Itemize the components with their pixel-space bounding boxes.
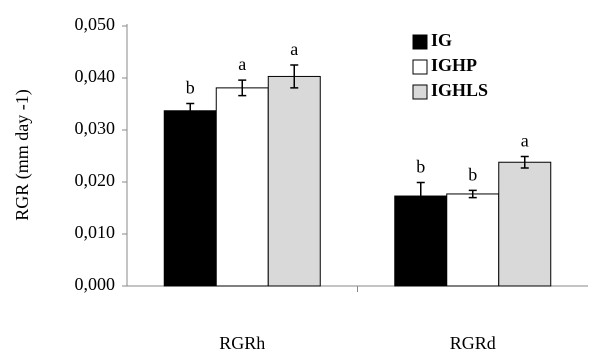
x-tick-label: RGRd bbox=[450, 333, 496, 353]
significance-letter: a bbox=[521, 131, 529, 151]
y-tick-label: 0,050 bbox=[75, 14, 116, 34]
bar bbox=[163, 110, 217, 287]
legend-swatch bbox=[412, 34, 428, 50]
y-axis-title: RGR (mm day -1) bbox=[12, 89, 33, 220]
x-tick-label: RGRh bbox=[219, 333, 265, 353]
y-tick-label: 0,010 bbox=[75, 222, 116, 242]
bar bbox=[498, 161, 552, 287]
significance-letter: a bbox=[238, 54, 246, 74]
error-bar bbox=[468, 189, 477, 199]
legend-swatch bbox=[412, 84, 428, 100]
error-bar bbox=[238, 79, 247, 97]
significance-letter: b bbox=[186, 78, 195, 98]
y-tick-label: 0,040 bbox=[75, 66, 116, 86]
significance-letter: b bbox=[416, 157, 425, 177]
legend-label: IGHP bbox=[431, 55, 477, 75]
error-bar bbox=[186, 102, 195, 119]
legend-swatch bbox=[412, 59, 428, 75]
y-tick-label: 0,000 bbox=[75, 274, 116, 294]
significance-letter: b bbox=[468, 164, 477, 184]
y-tick-label: 0,030 bbox=[75, 118, 116, 138]
bar bbox=[446, 193, 500, 287]
error-bar bbox=[520, 155, 529, 169]
legend-label: IGHLS bbox=[431, 80, 488, 100]
legend-label: IG bbox=[431, 30, 452, 50]
significance-letter: a bbox=[290, 39, 298, 59]
bar bbox=[215, 87, 269, 287]
y-tick-label: 0,020 bbox=[75, 170, 116, 190]
bar bbox=[267, 75, 321, 287]
error-bar bbox=[416, 181, 425, 211]
error-bar bbox=[290, 64, 299, 89]
